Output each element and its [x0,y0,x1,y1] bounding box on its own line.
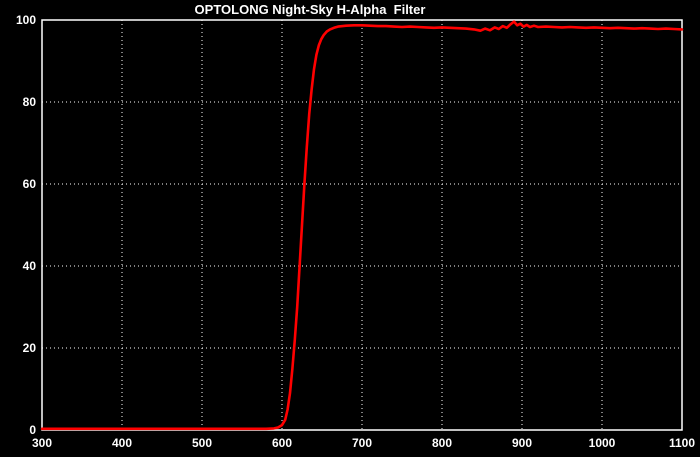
x-tick-label: 300 [32,436,52,450]
x-tick-label: 500 [192,436,212,450]
y-tick-label: 20 [23,341,37,355]
x-tick-label: 600 [272,436,292,450]
x-tick-label: 1000 [589,436,616,450]
plot-border [41,19,683,431]
chart-title: OPTOLONG Night-Sky H-Alpha Filter [194,2,426,17]
y-tick-label: 100 [16,13,36,27]
x-tick-label: 700 [352,436,372,450]
y-tick-label: 80 [23,95,37,109]
y-tick-label: 0 [29,423,36,437]
series-line-transmission-percent [40,20,684,431]
x-tick-label: 800 [432,436,452,450]
x-tick-label: 900 [512,436,532,450]
x-tick-label: 1100 [669,436,695,450]
y-tick-label: 40 [23,259,37,273]
y-tick-label: 60 [23,177,37,191]
x-tick-label: 400 [112,436,132,450]
